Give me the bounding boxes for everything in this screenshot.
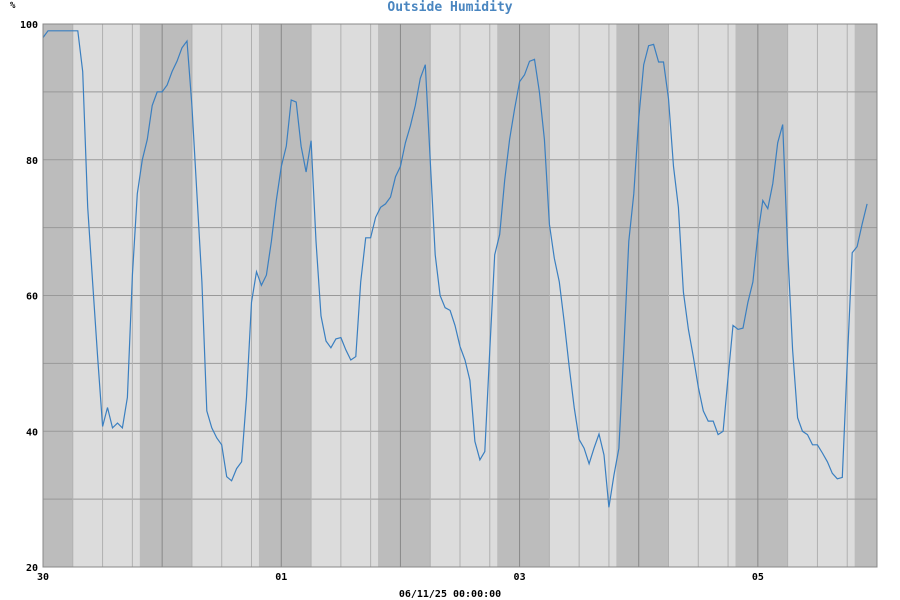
x-tick-label: 30 xyxy=(37,572,49,583)
x-tick-label: 01 xyxy=(275,572,287,583)
x-tick-label: 05 xyxy=(752,572,764,583)
grid-lines xyxy=(43,24,877,567)
y-axis-unit: % xyxy=(10,1,16,11)
humidity-series-line xyxy=(42,30,868,508)
y-tick-label: 40 xyxy=(26,427,38,438)
plot-border xyxy=(42,23,878,568)
y-tick-label: 20 xyxy=(26,563,38,574)
y-axis-ticks: 20 40 60 80 100 xyxy=(20,20,38,574)
x-axis-ticks: 30 01 03 05 xyxy=(37,572,764,583)
y-tick-label: 80 xyxy=(26,156,38,167)
y-tick-label: 60 xyxy=(26,292,38,303)
chart-title: Outside Humidity xyxy=(387,0,512,15)
footer-timestamp: 06/11/25 00:00:00 xyxy=(399,589,501,600)
y-tick-label: 100 xyxy=(20,20,38,31)
x-tick-label: 03 xyxy=(514,572,526,583)
